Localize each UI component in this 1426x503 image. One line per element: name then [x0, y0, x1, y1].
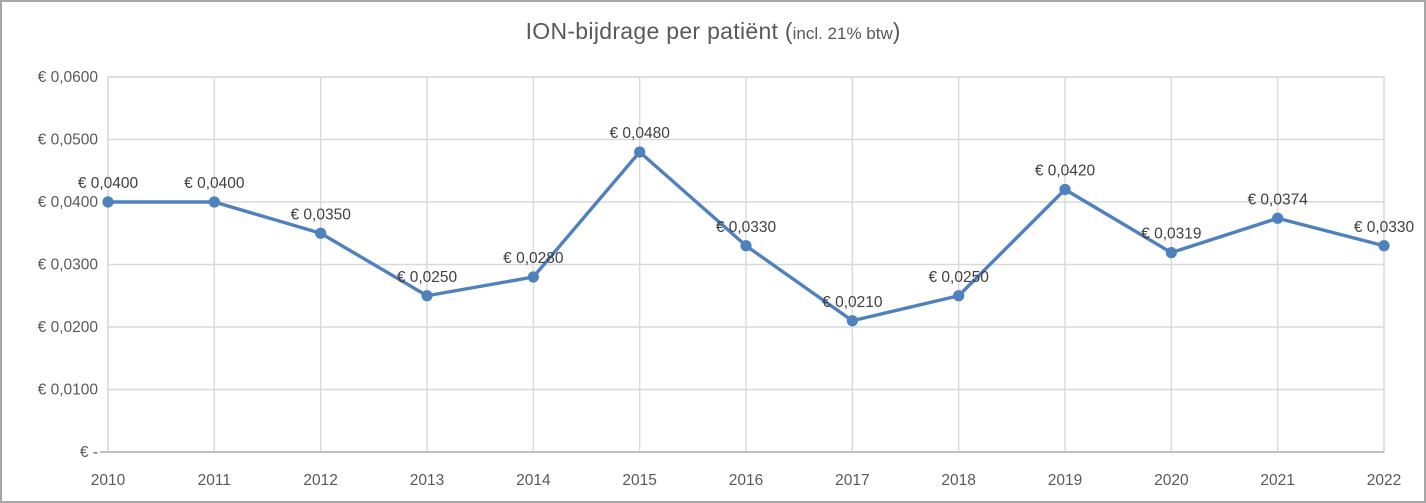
data-point-marker [1272, 212, 1284, 224]
data-point-marker [315, 227, 327, 239]
data-point-label: € 0,0400 [184, 175, 245, 192]
y-axis-tick-label: € 0,0500 [38, 132, 99, 149]
data-point-marker [634, 146, 646, 158]
data-point-marker [527, 271, 539, 283]
chart-title-subtext: incl. 21% btw [792, 24, 893, 43]
data-point-label: € 0,0374 [1247, 191, 1308, 208]
y-axis-tick-label: € 0,0600 [38, 69, 99, 86]
x-axis-tick-label: 2017 [835, 472, 869, 489]
x-axis-tick-label: 2016 [729, 472, 763, 489]
x-axis-tick-label: 2014 [516, 472, 551, 489]
data-point-label: € 0,0330 [716, 219, 777, 236]
data-point-label: € 0,0350 [290, 206, 351, 223]
x-axis-tick-label: 2020 [1154, 472, 1189, 489]
data-point-marker [953, 290, 965, 302]
y-axis-tick-label: € - [80, 444, 98, 461]
data-point-label: € 0,0319 [1141, 226, 1201, 243]
data-point-marker [740, 240, 752, 252]
y-axis-tick-label: € 0,0300 [38, 257, 99, 274]
x-axis-tick-label: 2021 [1260, 472, 1294, 489]
data-point-label: € 0,0250 [397, 269, 458, 286]
data-point-label: € 0,0280 [503, 250, 564, 267]
data-point-marker [846, 315, 858, 327]
data-point-marker [102, 196, 114, 208]
y-axis-tick-label: € 0,0200 [38, 319, 99, 336]
data-point-marker [421, 290, 433, 302]
x-axis-tick-label: 2015 [622, 472, 656, 489]
chart-title: ION-bijdrage per patiënt (incl. 21% btw) [2, 18, 1424, 45]
data-point-label: € 0,0210 [822, 294, 883, 311]
chart-title-paren-close: ) [892, 18, 901, 44]
data-point-label: € 0,0480 [609, 125, 670, 142]
x-axis-tick-label: 2022 [1367, 472, 1401, 489]
chart-title-text: ION-bijdrage per patiënt [525, 18, 785, 44]
data-point-marker [1165, 247, 1177, 259]
data-point-label: € 0,0420 [1035, 163, 1096, 180]
data-point-marker [1378, 240, 1390, 252]
x-axis-tick-label: 2010 [91, 472, 126, 489]
x-axis-tick-label: 2019 [1048, 472, 1082, 489]
x-axis-tick-label: 2012 [303, 472, 337, 489]
x-axis-tick-label: 2013 [410, 472, 444, 489]
y-axis-tick-label: € 0,0100 [38, 382, 99, 399]
chart-title-paren-open: ( [784, 18, 793, 44]
y-axis-tick-label: € 0,0400 [38, 194, 99, 211]
data-point-label: € 0,0330 [1354, 219, 1415, 236]
x-axis-tick-label: 2018 [941, 472, 975, 489]
data-point-marker [208, 196, 220, 208]
data-point-label: € 0,0400 [78, 175, 139, 192]
x-axis-tick-label: 2011 [198, 472, 231, 489]
data-point-marker [1059, 183, 1071, 196]
data-point-label: € 0,0250 [928, 269, 989, 286]
